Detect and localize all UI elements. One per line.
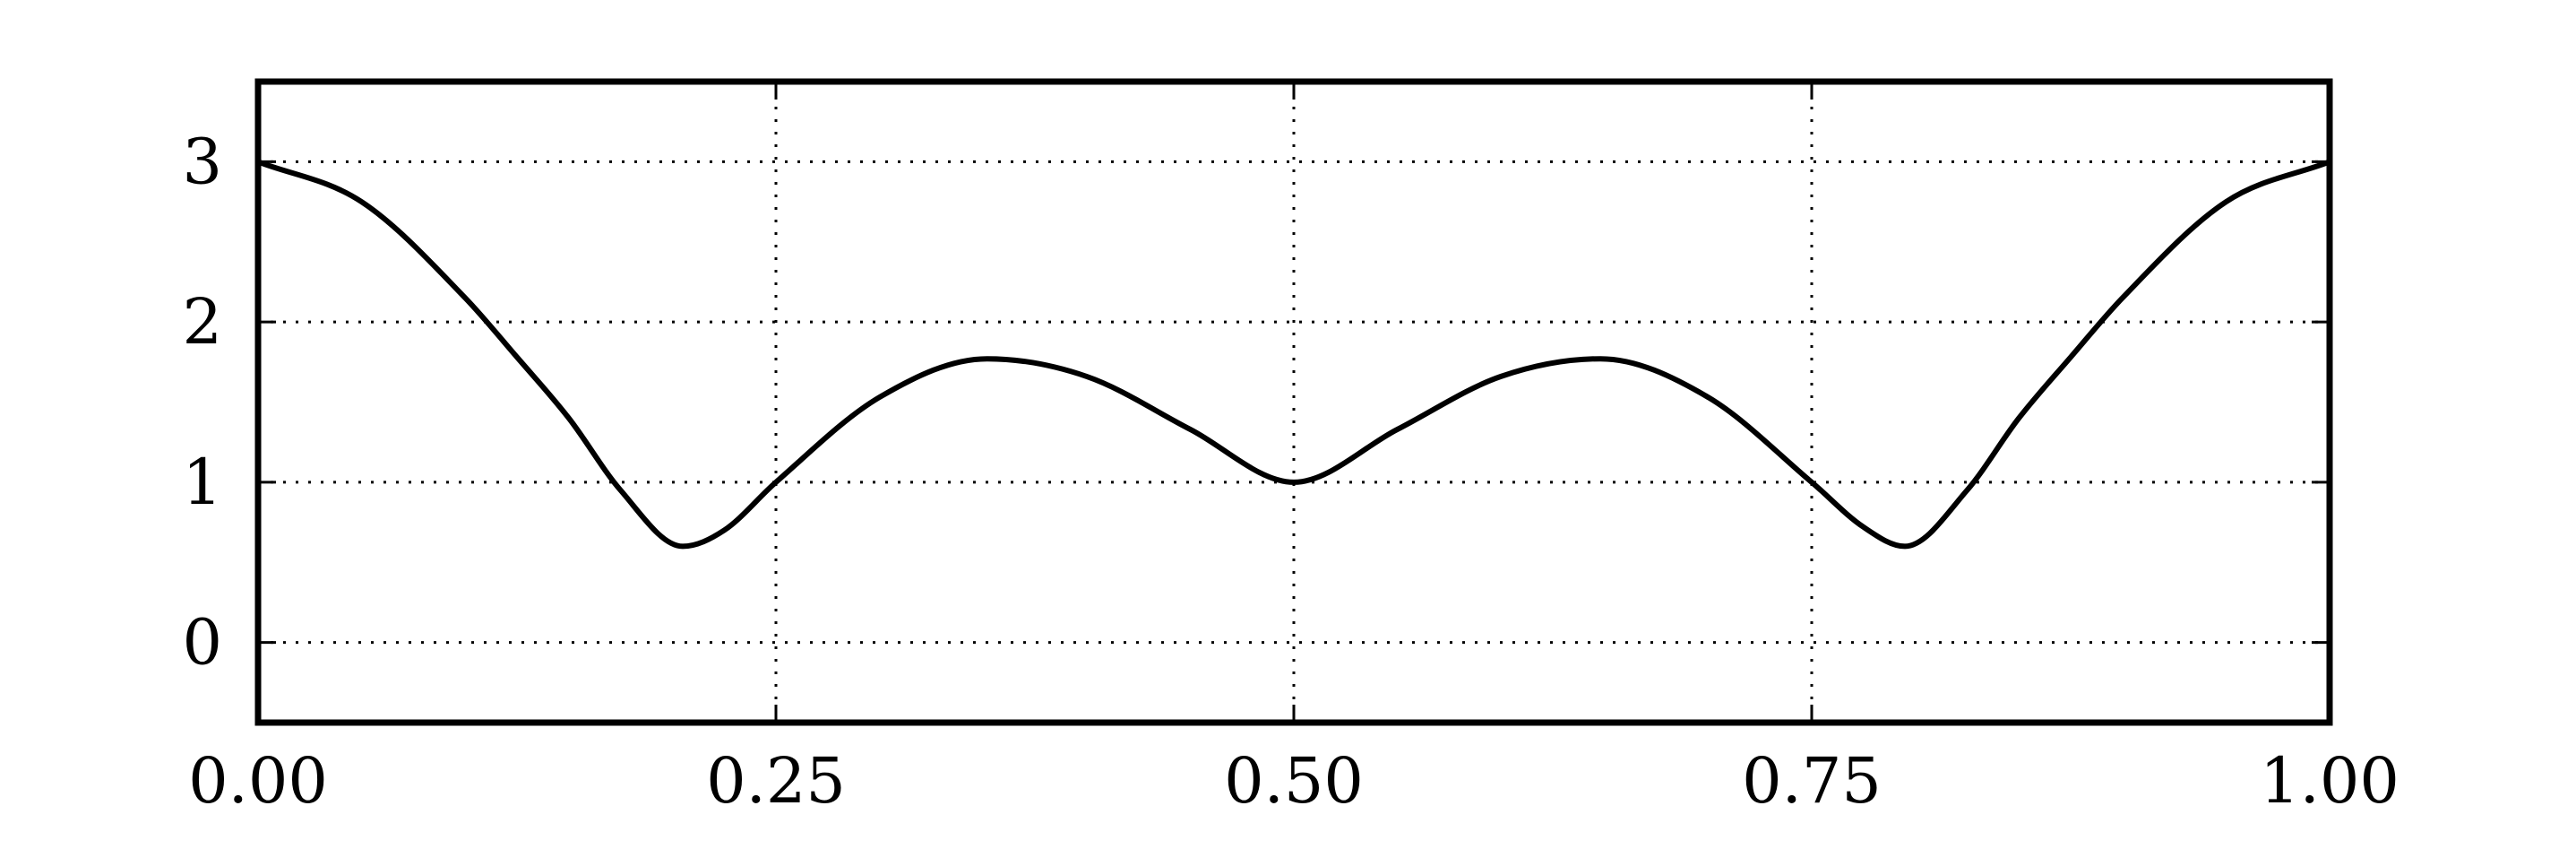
- plot-frame: [254, 78, 2333, 726]
- x-tick-label: 1.00: [2260, 744, 2399, 818]
- y-tick-label: 3: [182, 125, 222, 198]
- y-tick-label: 0: [182, 606, 222, 680]
- x-tick-label: 0.50: [1224, 744, 1364, 818]
- grid-lines: [258, 82, 2330, 723]
- x-tick-label: 0.75: [1742, 744, 1882, 818]
- y-tick-label: 2: [182, 285, 222, 359]
- axis-ticks: [256, 82, 2331, 723]
- y-tick-labels: 0 1 2 3: [182, 125, 222, 679]
- x-tick-label: 0.25: [706, 744, 846, 818]
- x-tick-labels: 0.00 0.25 0.50 0.75 1.00: [188, 744, 2399, 818]
- x-tick-label: 0.00: [188, 744, 328, 818]
- series-line: [255, 159, 2332, 550]
- y-tick-label: 1: [182, 446, 222, 519]
